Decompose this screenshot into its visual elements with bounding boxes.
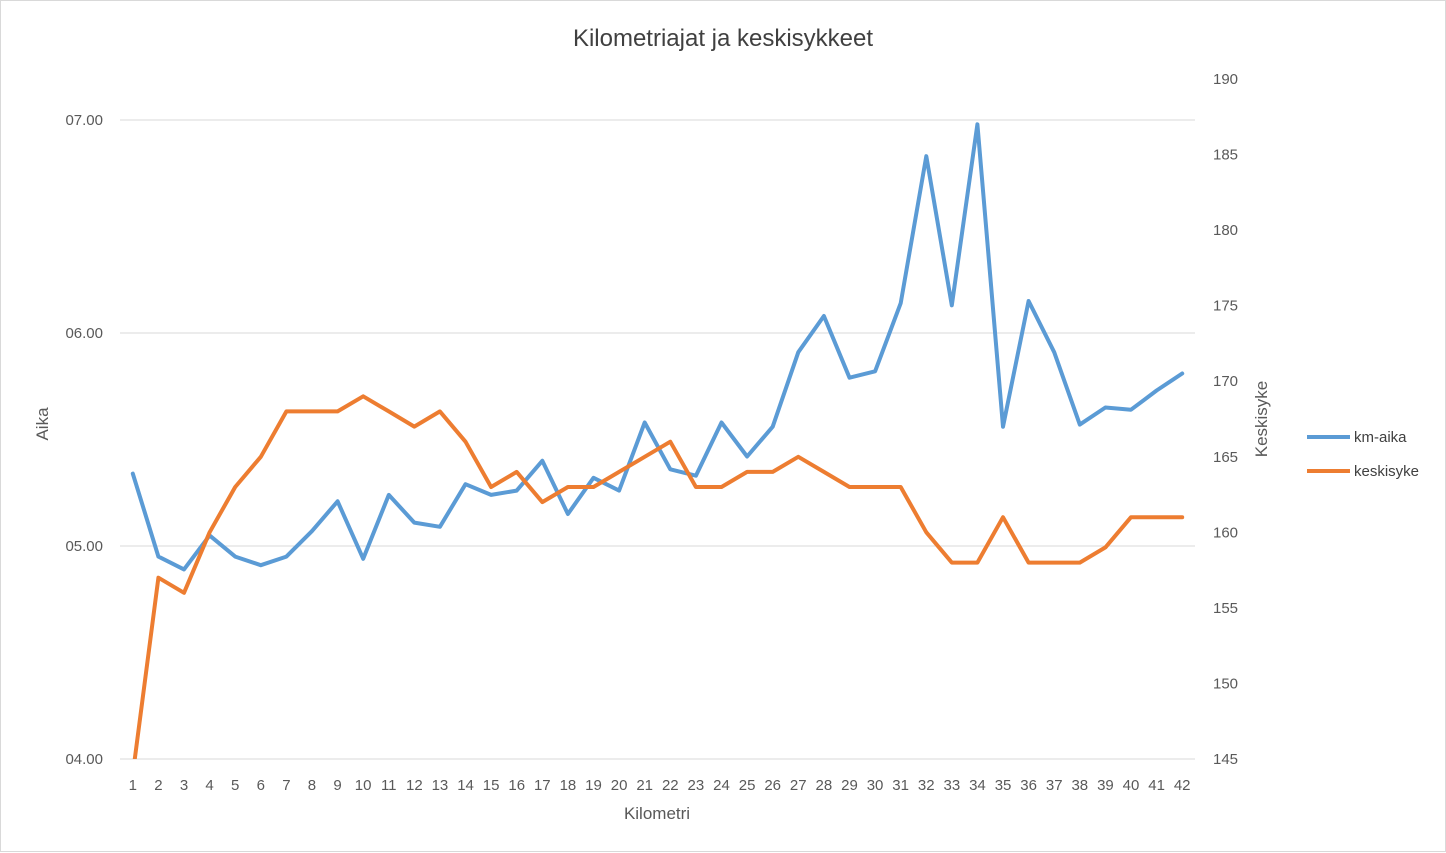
y2-tick-label: 175 <box>1213 298 1238 315</box>
y2-tick-label: 170 <box>1213 373 1238 390</box>
x-tick-label: 39 <box>1097 777 1114 794</box>
x-tick-label: 3 <box>180 777 188 794</box>
y2-tick-label: 155 <box>1213 600 1238 617</box>
y2-tick-label: 180 <box>1213 222 1238 239</box>
x-tick-label: 1 <box>129 777 137 794</box>
x-tick-label: 22 <box>662 777 679 794</box>
x-tick-label: 6 <box>257 777 265 794</box>
x-tick-label: 9 <box>333 777 341 794</box>
y2-axis-title: Keskisyke <box>1252 381 1271 458</box>
x-tick-label: 28 <box>816 777 833 794</box>
x-tick-label: 13 <box>432 777 449 794</box>
x-tick-label: 20 <box>611 777 628 794</box>
x-tick-label: 25 <box>739 777 756 794</box>
x-tick-label: 10 <box>355 777 372 794</box>
x-tick-label: 32 <box>918 777 935 794</box>
x-tick-label: 11 <box>381 777 397 794</box>
x-tick-label: 37 <box>1046 777 1063 794</box>
x-tick-label: 21 <box>636 777 653 794</box>
y-tick-label: 07.00 <box>65 112 103 129</box>
x-tick-label: 18 <box>560 777 577 794</box>
x-tick-label: 16 <box>508 777 525 794</box>
x-tick-label: 42 <box>1174 777 1191 794</box>
x-tick-label: 24 <box>713 777 730 794</box>
legend-label: keskisyke <box>1354 463 1419 480</box>
x-tick-label: 23 <box>688 777 705 794</box>
series-line-km-aika <box>130 122 1185 572</box>
x-tick-label: 38 <box>1071 777 1088 794</box>
x-tick-label: 30 <box>867 777 884 794</box>
x-tick-label: 4 <box>205 777 213 794</box>
x-tick-label: 5 <box>231 777 239 794</box>
x-tick-label: 17 <box>534 777 551 794</box>
x-axis: 1 2 3 4 5 6 7 8 9 10 11 12 13 14 15 16 17 18 19 20 21 22 23 24 2… <box>129 777 1191 794</box>
y2-tick-label: 160 <box>1213 524 1238 541</box>
x-tick-label: 26 <box>764 777 781 794</box>
legend-label: km-aika <box>1354 429 1407 446</box>
x-tick-label: 34 <box>969 777 986 794</box>
x-tick-label: 12 <box>406 777 423 794</box>
gridlines <box>120 119 1195 760</box>
plot-area <box>130 122 1185 759</box>
y2-tick-label: 145 <box>1213 751 1238 768</box>
x-tick-label: 15 <box>483 777 500 794</box>
x-tick-label: 33 <box>944 777 961 794</box>
x-tick-label: 2 <box>154 777 162 794</box>
x-tick-label: 41 <box>1148 777 1165 794</box>
y2-tick-label: 150 <box>1213 675 1238 692</box>
series-line-keskisyke <box>132 394 1185 759</box>
x-tick-label: 40 <box>1123 777 1140 794</box>
y2-tick-label: 190 <box>1213 71 1238 88</box>
x-tick-label: 35 <box>995 777 1012 794</box>
x-tick-label: 14 <box>457 777 474 794</box>
y-axis-title: Aika <box>33 407 52 441</box>
y-tick-label: 06.00 <box>65 325 103 342</box>
x-tick-label: 19 <box>585 777 602 794</box>
x-tick-label: 36 <box>1020 777 1037 794</box>
x-tick-label: 7 <box>282 777 290 794</box>
y2-tick-label: 165 <box>1213 449 1238 466</box>
legend: km-aika keskisyke <box>1307 429 1419 480</box>
y-tick-label: 05.00 <box>65 538 103 555</box>
x-tick-label: 31 <box>892 777 909 794</box>
x-tick-label: 29 <box>841 777 858 794</box>
chart-title: Kilometriajat ja keskisykkeet <box>573 25 873 52</box>
y-axis-secondary: 145 150 155 160 165 170 175 180 185 190 <box>1213 71 1238 768</box>
x-tick-label: 27 <box>790 777 807 794</box>
x-tick-label: 8 <box>308 777 316 794</box>
y-tick-label: 04.00 <box>65 751 103 768</box>
x-axis-title: Kilometri <box>624 804 690 823</box>
y-axis-primary: 04.00 05.00 06.00 07.00 <box>65 112 103 768</box>
y2-tick-label: 185 <box>1213 147 1238 164</box>
